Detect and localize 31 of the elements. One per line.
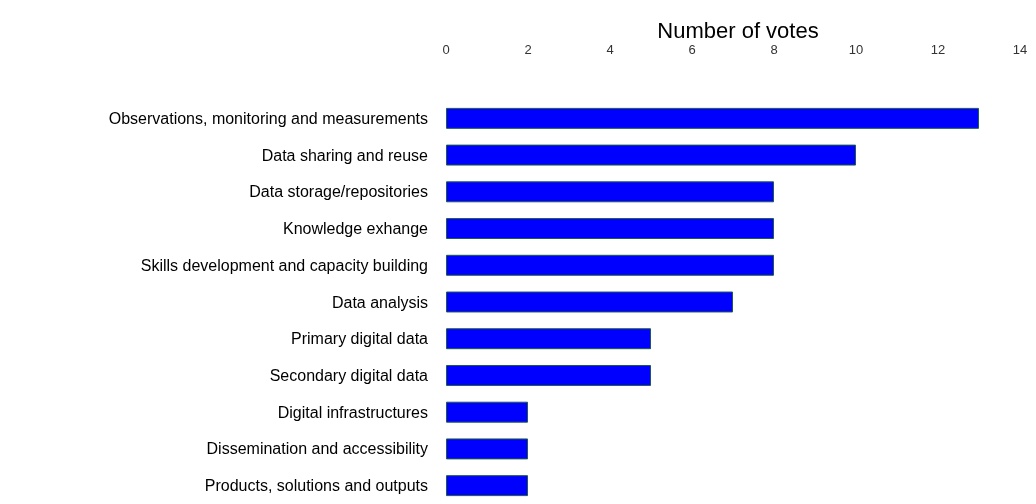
bar xyxy=(446,364,651,386)
bar xyxy=(446,475,528,497)
x-tick-label: 10 xyxy=(848,42,864,57)
y-tick-label: Skills development and capacity building xyxy=(140,256,428,274)
y-tick-label: Products, solutions and outputs xyxy=(204,477,428,495)
y-tick-label: Data analysis xyxy=(331,293,428,311)
x-tick-label: 6 xyxy=(688,42,696,57)
bar xyxy=(446,218,774,240)
x-tick-label: 4 xyxy=(606,42,614,57)
y-tick-label: Primary digital data xyxy=(291,330,429,348)
bar xyxy=(446,107,979,129)
bar xyxy=(446,254,774,276)
bar xyxy=(446,401,528,423)
x-tick-label: 8 xyxy=(770,42,778,57)
bar xyxy=(446,181,774,203)
x-tick-label: 12 xyxy=(930,42,946,57)
x-tick-label: 0 xyxy=(442,42,450,57)
bar xyxy=(446,144,856,166)
x-tick-label: 14 xyxy=(1012,42,1028,57)
y-tick-label: Digital infrastructures xyxy=(277,403,428,421)
y-tick-label: Observations, monitoring and measurements xyxy=(108,109,428,127)
y-tick-label: Data storage/repositories xyxy=(249,183,428,201)
x-tick-label: 2 xyxy=(524,42,532,57)
y-tick-label: Knowledge exhange xyxy=(282,220,429,238)
bar xyxy=(446,291,733,313)
chart-title: Number of votes xyxy=(657,17,819,43)
y-tick-label: Dissemination and accessibility xyxy=(206,440,428,458)
bar xyxy=(446,328,651,350)
y-tick-label: Secondary digital data xyxy=(269,366,429,384)
bar xyxy=(446,438,528,460)
y-tick-label: Data sharing and reuse xyxy=(261,146,429,164)
